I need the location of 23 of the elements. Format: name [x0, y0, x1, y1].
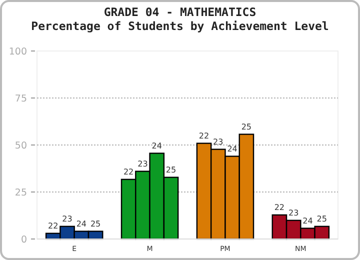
y-tick-label: 75: [14, 93, 27, 104]
text: 23: [288, 208, 299, 218]
text: 24: [227, 144, 238, 154]
chart-subtitle: Percentage of Students by Achievement Level: [31, 19, 329, 33]
text: 25: [166, 165, 176, 174]
chart-title: GRADE 04 - MATHEMATICS: [104, 5, 256, 19]
text: 22: [123, 167, 134, 176]
y-tick-label: 100: [8, 46, 27, 58]
series-label: 25: [90, 219, 101, 228]
y-tick-label: 0: [20, 234, 27, 246]
y-tick-label: 50: [14, 140, 27, 152]
y-tick-label: 25: [14, 187, 27, 198]
text: 23: [213, 137, 224, 146]
series-label: 23: [62, 214, 72, 224]
text: 22: [274, 202, 285, 212]
series-label: 22: [48, 221, 58, 230]
series-label: 24: [76, 219, 87, 228]
text: 23: [138, 159, 148, 168]
text: 24: [302, 216, 313, 226]
text: 24: [152, 141, 162, 150]
text: 25: [316, 214, 327, 224]
text: 25: [241, 122, 252, 132]
text: 22: [198, 131, 210, 140]
